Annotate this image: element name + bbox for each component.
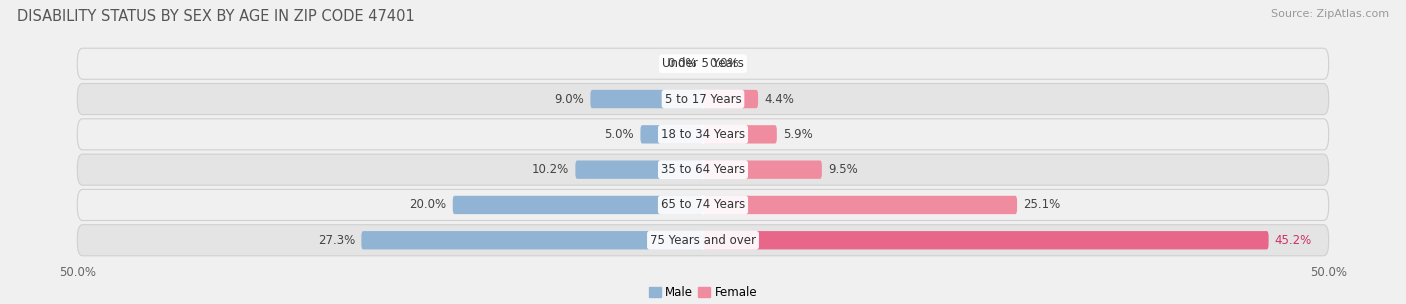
- Text: 5 to 17 Years: 5 to 17 Years: [665, 92, 741, 105]
- Text: 35 to 64 Years: 35 to 64 Years: [661, 163, 745, 176]
- Text: 65 to 74 Years: 65 to 74 Years: [661, 199, 745, 212]
- FancyBboxPatch shape: [361, 231, 703, 250]
- Text: 9.5%: 9.5%: [828, 163, 858, 176]
- FancyBboxPatch shape: [77, 154, 1329, 185]
- FancyBboxPatch shape: [703, 161, 823, 179]
- FancyBboxPatch shape: [77, 48, 1329, 79]
- FancyBboxPatch shape: [77, 225, 1329, 256]
- Text: 4.4%: 4.4%: [765, 92, 794, 105]
- FancyBboxPatch shape: [703, 196, 1017, 214]
- FancyBboxPatch shape: [641, 125, 703, 143]
- FancyBboxPatch shape: [591, 90, 703, 108]
- Text: 45.2%: 45.2%: [1275, 234, 1312, 247]
- Text: 18 to 34 Years: 18 to 34 Years: [661, 128, 745, 141]
- Legend: Male, Female: Male, Female: [644, 281, 762, 304]
- Text: 0.0%: 0.0%: [709, 57, 740, 70]
- Text: 10.2%: 10.2%: [531, 163, 569, 176]
- FancyBboxPatch shape: [77, 84, 1329, 115]
- FancyBboxPatch shape: [77, 119, 1329, 150]
- Text: Under 5 Years: Under 5 Years: [662, 57, 744, 70]
- FancyBboxPatch shape: [703, 90, 758, 108]
- FancyBboxPatch shape: [453, 196, 703, 214]
- Text: 27.3%: 27.3%: [318, 234, 356, 247]
- Text: Source: ZipAtlas.com: Source: ZipAtlas.com: [1271, 9, 1389, 19]
- Text: 25.1%: 25.1%: [1024, 199, 1060, 212]
- Text: 5.0%: 5.0%: [605, 128, 634, 141]
- FancyBboxPatch shape: [703, 231, 1268, 250]
- FancyBboxPatch shape: [703, 125, 778, 143]
- Text: 9.0%: 9.0%: [554, 92, 583, 105]
- Text: 20.0%: 20.0%: [409, 199, 447, 212]
- FancyBboxPatch shape: [77, 189, 1329, 220]
- Text: 0.0%: 0.0%: [666, 57, 697, 70]
- Text: 5.9%: 5.9%: [783, 128, 813, 141]
- Text: 75 Years and over: 75 Years and over: [650, 234, 756, 247]
- FancyBboxPatch shape: [575, 161, 703, 179]
- Text: DISABILITY STATUS BY SEX BY AGE IN ZIP CODE 47401: DISABILITY STATUS BY SEX BY AGE IN ZIP C…: [17, 9, 415, 24]
